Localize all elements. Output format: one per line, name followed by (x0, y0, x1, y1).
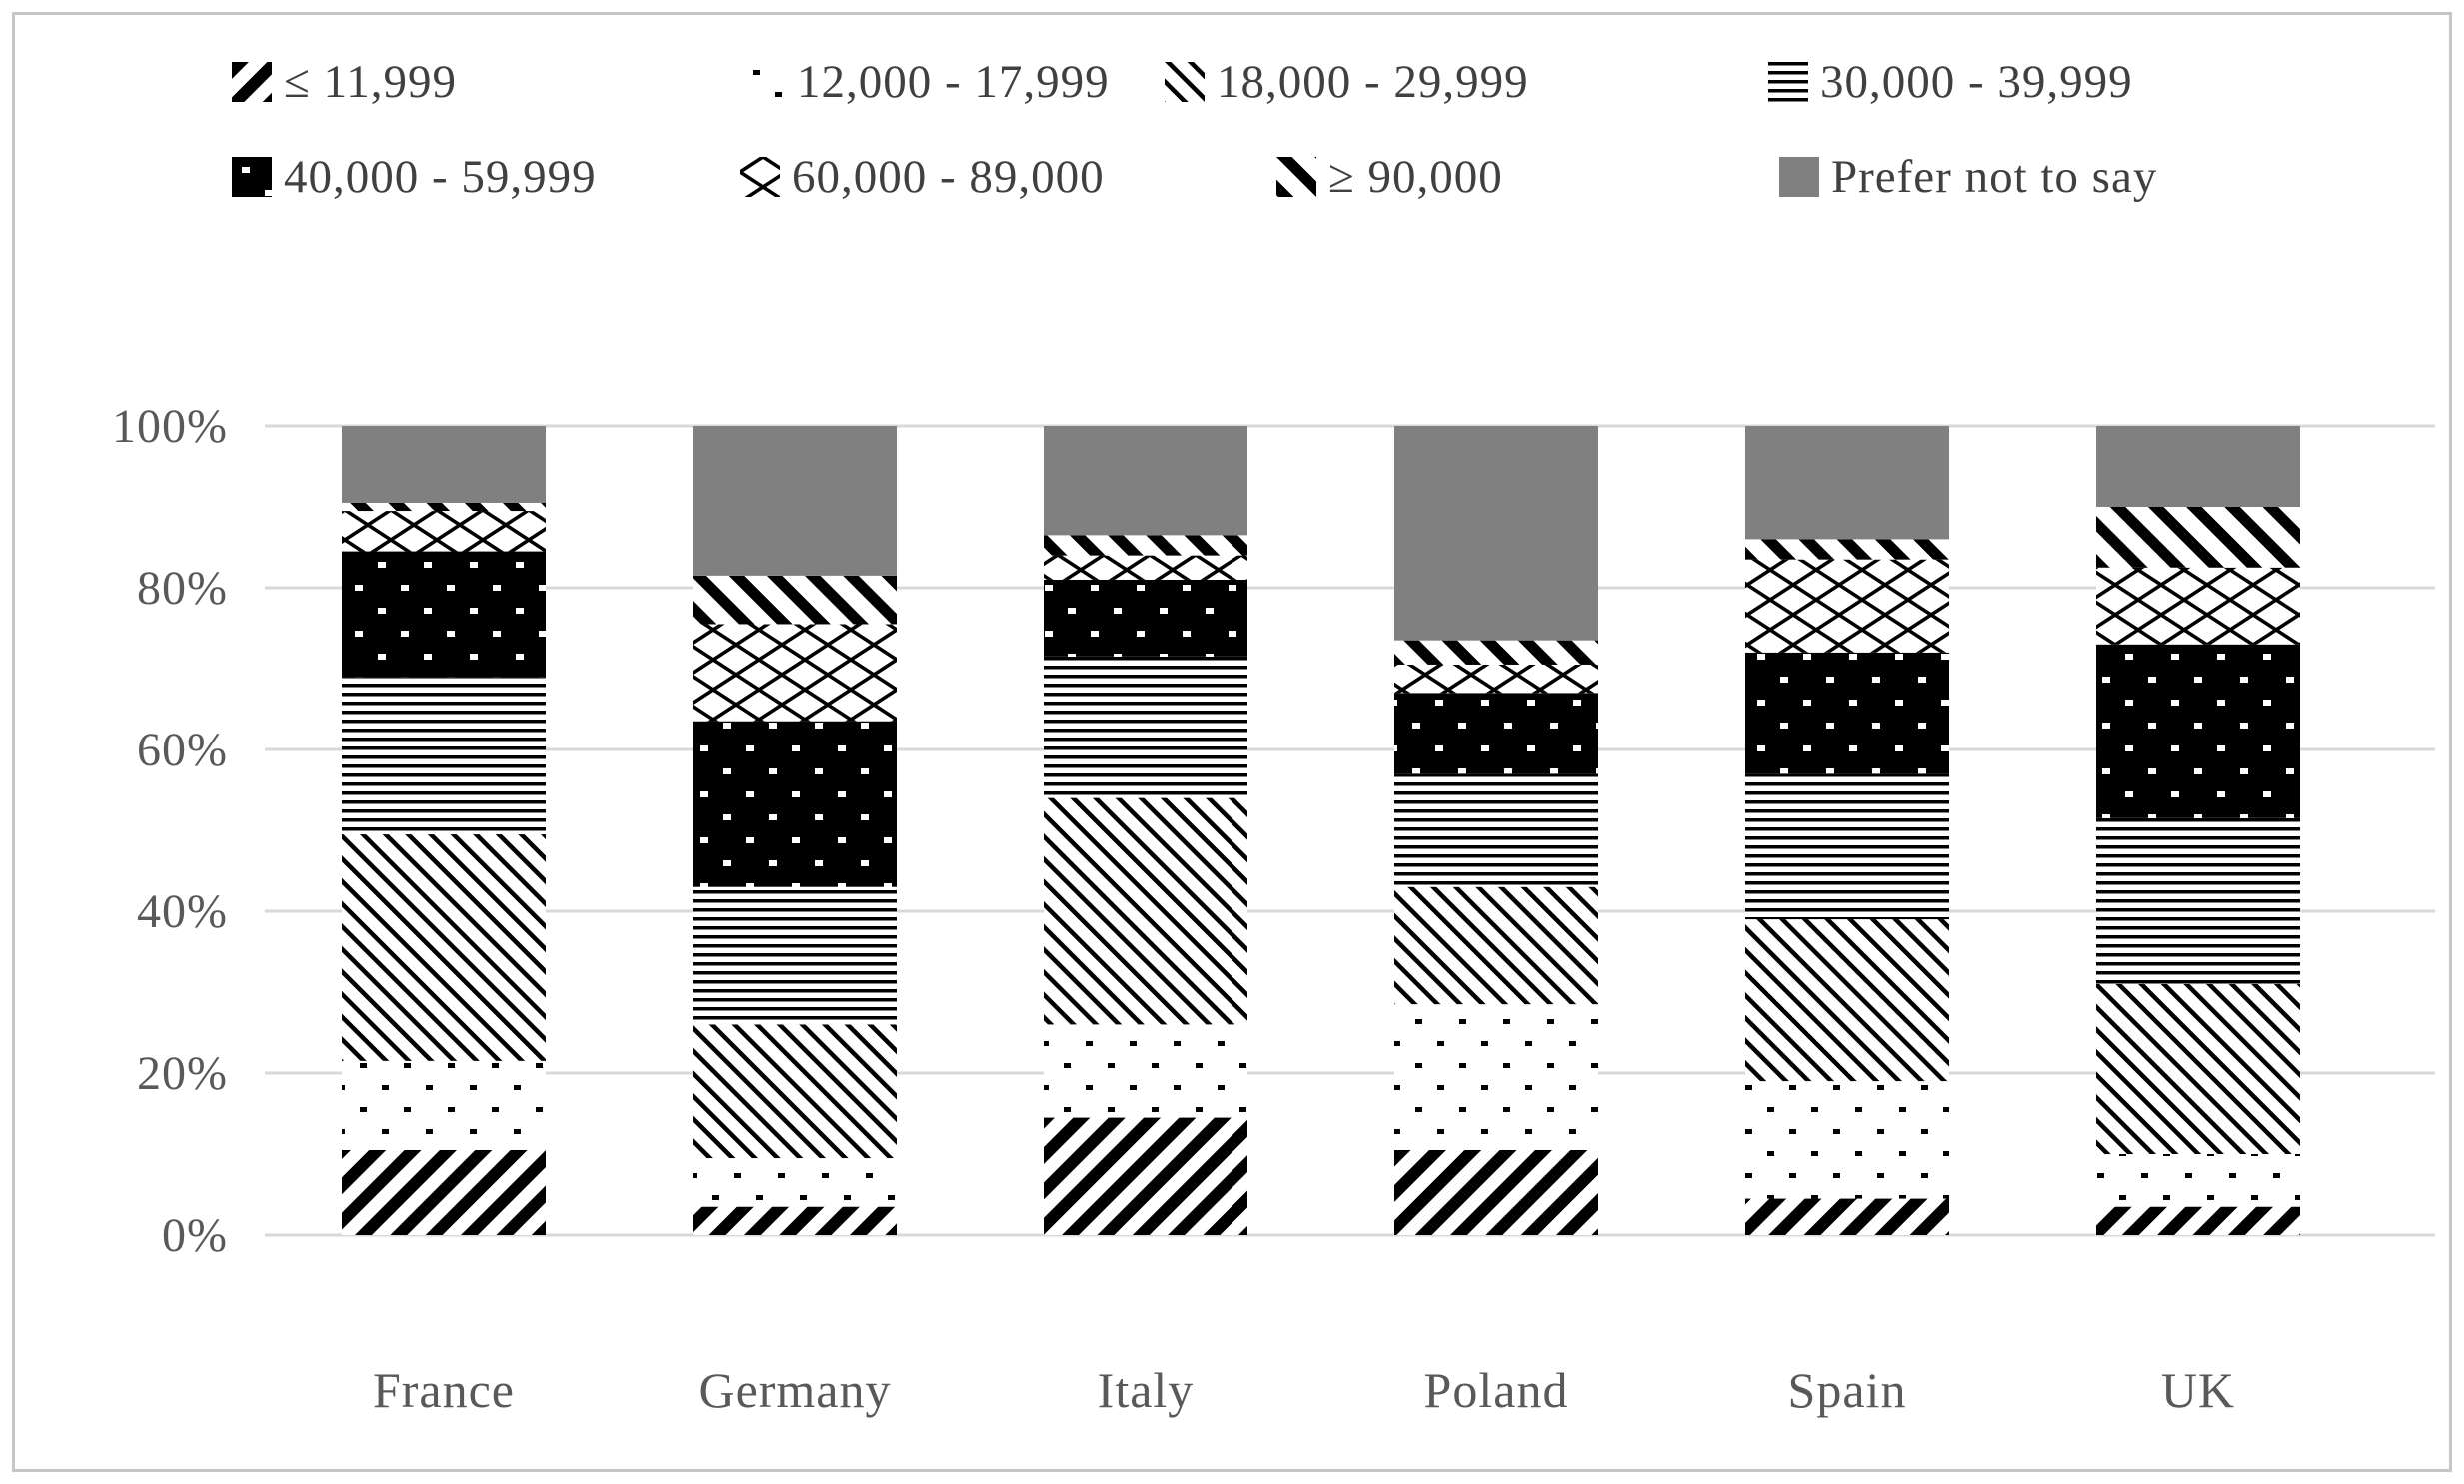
bar-segment-germany-s2 (693, 1024, 897, 1159)
sparse-dots-swatch-icon (745, 62, 785, 102)
legend-item-ge-90000: ≥ 90,000 (1276, 150, 1503, 204)
bar-segment-uk-s1 (2096, 1154, 2300, 1207)
y-tick-label: 60% (137, 724, 228, 776)
bar-segment-france-s5 (342, 511, 546, 552)
bar-segment-germany-s3 (693, 886, 897, 1025)
bar-segment-spain-s6 (1745, 539, 1949, 560)
bar-segment-france-s3 (342, 677, 546, 835)
diamond-crosshatch-swatch-icon (740, 157, 780, 197)
bar-segment-poland-s5 (1394, 664, 1598, 694)
legend-item-30000-39999: 30,000 - 39,999 (1768, 55, 2133, 109)
bar-segment-france-s7 (342, 426, 546, 503)
bold-diagonal-swatch-icon (1276, 157, 1316, 197)
bar-segment-poland-s3 (1394, 773, 1598, 887)
legend-label: ≤ 11,999 (284, 56, 458, 108)
y-tick-label: 80% (137, 562, 228, 615)
x-category-label: Germany (698, 1362, 891, 1418)
bar-segment-spain-s5 (1745, 559, 1949, 653)
solid-gray-swatch-icon (1779, 157, 1819, 197)
bar-segment-uk-s2 (2096, 983, 2300, 1154)
bar-segment-france-s2 (342, 834, 546, 1061)
bar-segment-spain-s4 (1745, 652, 1949, 774)
y-tick-label: 100% (112, 400, 228, 453)
bar-segment-spain-s7 (1745, 426, 1949, 540)
bar-segment-germany-s7 (693, 426, 897, 576)
legend-label: 18,000 - 29,999 (1217, 56, 1529, 108)
bar-segment-uk-s3 (2096, 817, 2300, 984)
legend-label: 12,000 - 17,999 (797, 56, 1110, 108)
bar-segment-uk-s7 (2096, 426, 2300, 507)
x-category-label: UK (2161, 1362, 2235, 1418)
bar-segment-spain-s3 (1745, 773, 1949, 920)
heavy-diagonal-swatch-icon (232, 62, 272, 102)
horizontal-lines-swatch-icon (1768, 62, 1808, 102)
legend-label: Prefer not to say (1831, 151, 2158, 203)
legend-item-12000-17999: 12,000 - 17,999 (745, 55, 1110, 109)
bar-segment-italy-s4 (1044, 579, 1247, 657)
legend-label: 40,000 - 59,999 (284, 151, 597, 203)
x-category-label: France (373, 1362, 515, 1418)
bar-segment-italy-s5 (1044, 555, 1247, 580)
legend-item-60000-89000: 60,000 - 89,000 (740, 150, 1105, 204)
bar-segment-spain-s0 (1745, 1198, 1949, 1235)
bar-segment-poland-s7 (1394, 426, 1598, 641)
bar-segment-uk-s4 (2096, 644, 2300, 818)
bar-segment-italy-s0 (1044, 1117, 1247, 1235)
bar-segment-spain-s2 (1745, 919, 1949, 1082)
bar-segment-germany-s6 (693, 575, 897, 625)
thin-diagonal-swatch-icon (1165, 62, 1205, 102)
legend-item-18000-29999: 18,000 - 29,999 (1165, 55, 1529, 109)
legend-label: 30,000 - 39,999 (1820, 56, 2133, 108)
bar-segment-uk-s6 (2096, 507, 2300, 568)
bar-segment-italy-s7 (1044, 426, 1247, 536)
legend-item-40000-59999: 40,000 - 59,999 (232, 150, 597, 204)
bar-segment-france-s1 (342, 1060, 546, 1150)
bar-segment-poland-s1 (1394, 1004, 1598, 1150)
y-tick-label: 20% (137, 1047, 228, 1100)
bar-segment-uk-s0 (2096, 1206, 2300, 1235)
bar-segment-poland-s6 (1394, 640, 1598, 665)
legend-label: 60,000 - 89,000 (792, 151, 1105, 203)
bar-segment-poland-s2 (1394, 886, 1598, 1005)
bar-segment-poland-s0 (1394, 1149, 1598, 1235)
y-tick-label: 40% (137, 885, 228, 938)
x-category-label: Italy (1098, 1362, 1195, 1418)
bar-segment-france-s4 (342, 551, 546, 678)
legend-item-prefer-not-to-say: Prefer not to say (1779, 150, 2157, 204)
bar-segment-italy-s6 (1044, 535, 1247, 556)
bar-segment-germany-s1 (693, 1158, 897, 1207)
bar-segment-spain-s1 (1745, 1081, 1949, 1199)
x-category-label: Poland (1424, 1362, 1569, 1418)
bar-segment-germany-s5 (693, 624, 897, 722)
bar-segment-germany-s4 (693, 721, 897, 887)
bar-segment-italy-s3 (1044, 656, 1247, 798)
legend-label: ≥ 90,000 (1328, 151, 1503, 203)
bar-segment-france-s0 (342, 1149, 546, 1235)
bar-segment-uk-s5 (2096, 567, 2300, 645)
x-category-label: Spain (1788, 1362, 1907, 1418)
black-white-dots-swatch-icon (232, 157, 272, 197)
legend-item-le-11999: ≤ 11,999 (232, 55, 457, 109)
y-tick-label: 0% (162, 1209, 228, 1262)
bar-segment-germany-s0 (693, 1206, 897, 1235)
bar-segment-italy-s1 (1044, 1024, 1247, 1118)
bar-segment-italy-s2 (1044, 797, 1247, 1025)
bar-segment-france-s6 (342, 502, 546, 512)
bar-segment-poland-s4 (1394, 693, 1598, 774)
